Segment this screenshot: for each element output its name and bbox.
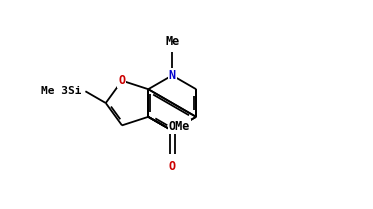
Text: Me 3Si: Me 3Si (41, 86, 81, 96)
Text: O: O (169, 159, 176, 173)
Text: O: O (119, 74, 126, 87)
Text: N: N (169, 69, 176, 82)
Text: OMe: OMe (169, 120, 190, 133)
Text: Me: Me (165, 35, 179, 48)
